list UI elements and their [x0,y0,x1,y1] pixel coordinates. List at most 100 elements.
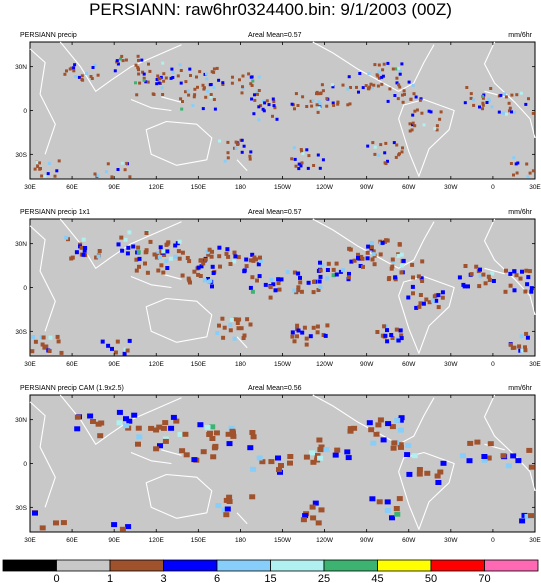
precip-cell [435,124,439,128]
precip-cell [418,293,423,297]
precip-cell [127,230,132,235]
precip-cell [122,351,127,356]
panel-title: PERSIANN precip [20,32,77,39]
precip-cell [376,499,383,505]
precip-cell [232,336,237,341]
precip-cell [234,146,238,150]
precip-cell [82,248,87,253]
precip-cell [106,162,110,166]
precip-cell [390,264,395,269]
precip-cell [466,458,473,464]
precip-cell [120,161,124,165]
precip-cell [346,103,350,107]
precip-cell [226,140,230,144]
precip-cell [414,305,419,310]
precip-cell [372,262,377,267]
precip-cell [382,324,387,329]
precip-cell [331,101,335,105]
precip-cell [225,247,230,252]
x-tick-label: 90E [108,184,120,191]
precip-cell [158,245,163,250]
precip-cell [166,240,171,245]
precip-cell [434,298,439,303]
precip-cell [131,244,136,249]
precip-cell [31,335,36,340]
precip-cell [383,151,387,155]
precip-cell [211,271,216,275]
precip-cell [220,316,225,321]
precip-cell [505,463,512,469]
precip-cell [332,452,339,458]
precip-cell [134,63,138,67]
precip-cell [70,66,74,70]
precip-cell [273,288,278,293]
precip-cell [38,161,41,165]
precip-cell [263,101,267,105]
precip-cell [212,86,216,89]
precip-cell [217,323,221,328]
precip-cell [371,141,375,145]
precip-cell [123,423,130,429]
precip-cell [212,67,216,71]
precip-cell [463,101,467,105]
colorbar-label: 6 [214,573,220,583]
precip-cell [300,149,304,153]
precip-cell [277,469,283,475]
precip-cell [131,412,138,418]
precip-cell [436,305,441,310]
precip-cell [176,74,180,78]
precip-cell [290,157,294,161]
units-label: mm/6hr [508,385,532,392]
precip-cell [401,93,404,97]
precip-cell [481,272,486,277]
precip-cell [95,421,102,427]
precip-cell [294,92,298,96]
precip-cell [424,297,429,302]
x-tick-label: 90W [360,537,374,544]
precip-cell [240,138,244,142]
precip-cell [273,106,277,110]
precip-cell [304,342,309,347]
precip-cell [298,275,302,280]
precip-cell [152,93,156,96]
precip-cell [398,72,402,76]
precip-cell [180,250,185,255]
precip-cell [97,249,102,253]
x-tick-label: 60W [402,184,416,191]
units-label: mm/6hr [508,209,532,216]
precip-cell [252,112,256,116]
units-label: mm/6hr [508,32,532,39]
precip-cell [193,87,197,91]
precip-cell [389,266,394,271]
x-tick-label: 0 [491,537,495,544]
precip-cell [116,168,120,171]
precip-cell [119,235,124,240]
precip-cell [252,255,257,260]
precip-cell [433,127,437,131]
precip-cell [348,102,352,106]
precip-cell [250,75,254,79]
precip-cell [250,434,257,440]
precip-cell [276,467,282,473]
precip-cell [144,231,149,235]
precip-cell [162,79,166,83]
precip-cell [531,111,535,115]
precip-cell [481,96,485,100]
precip-cell [371,252,376,257]
colorbar-box [323,559,378,572]
precip-cell [170,414,177,420]
precip-cell [318,507,325,513]
precip-cell [135,441,141,447]
precip-field [32,409,535,532]
precip-cell [57,159,61,163]
precip-cell [221,83,225,86]
precip-cell [248,258,253,263]
precip-cell [331,273,336,278]
precip-cell [312,500,319,506]
precip-cell [205,77,209,81]
x-tick-label: 30E [529,184,541,191]
precip-cell [385,328,389,333]
areal-mean: Areal Mean=0.57 [248,32,302,39]
precip-cell [310,515,317,521]
precip-cell [211,445,218,451]
